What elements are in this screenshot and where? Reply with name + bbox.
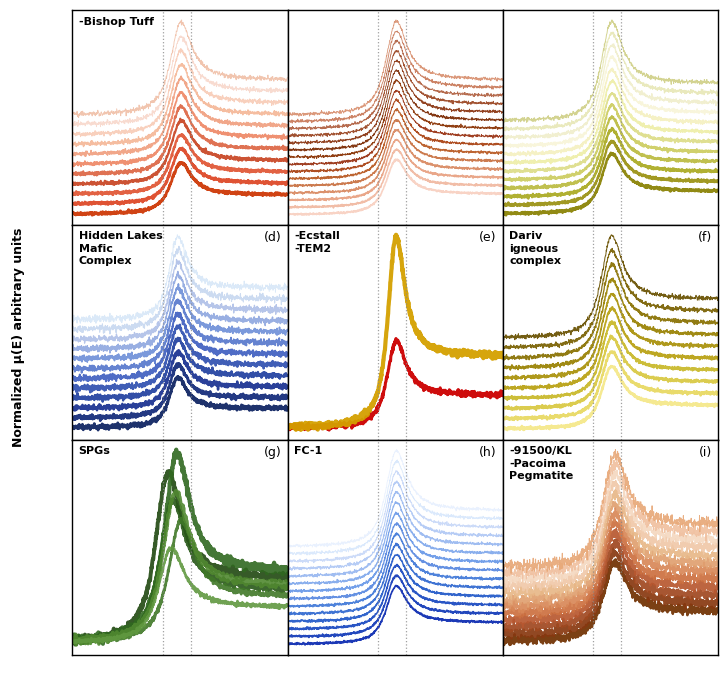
Text: -Ecstall
-TEM2: -Ecstall -TEM2 — [294, 232, 340, 254]
Text: (f): (f) — [697, 232, 712, 244]
Text: Hidden Lakes
Mafic
Complex: Hidden Lakes Mafic Complex — [79, 232, 162, 266]
Text: FC-1: FC-1 — [294, 446, 322, 456]
Text: -91500/KL
-Pacoima
Pegmatite: -91500/KL -Pacoima Pegmatite — [510, 446, 574, 481]
Text: (i): (i) — [699, 446, 712, 459]
Text: (g): (g) — [264, 446, 281, 459]
Text: -Bishop Tuff: -Bishop Tuff — [79, 17, 154, 26]
Text: (d): (d) — [264, 232, 281, 244]
Text: SPGs: SPGs — [79, 446, 110, 456]
Text: Dariv
igneous
complex: Dariv igneous complex — [510, 232, 562, 266]
Text: Normalized μ(E) arbitrary units: Normalized μ(E) arbitrary units — [12, 228, 25, 448]
Text: (h): (h) — [479, 446, 497, 459]
Text: (e): (e) — [479, 232, 497, 244]
